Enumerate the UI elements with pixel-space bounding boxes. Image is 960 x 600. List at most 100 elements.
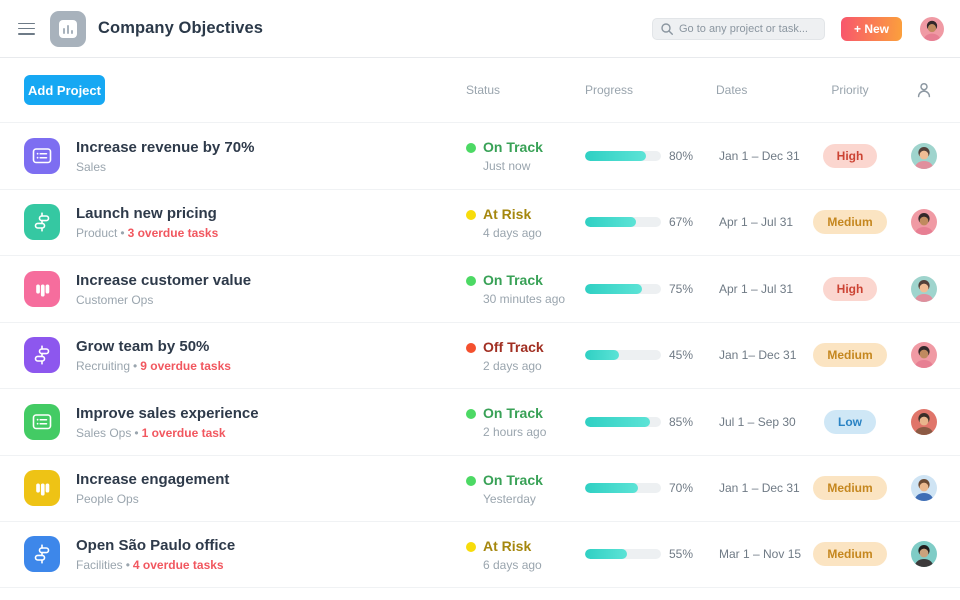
status-cell: At Risk 6 days ago bbox=[466, 537, 585, 572]
project-title[interactable]: Increase engagement bbox=[76, 471, 230, 489]
subtitle-separator: • bbox=[134, 425, 139, 440]
table-row[interactable]: Increase revenue by 70% Sales• On Track … bbox=[0, 122, 960, 189]
owner-avatar bbox=[911, 342, 937, 369]
status-label: On Track bbox=[483, 139, 543, 156]
status-updated: 30 minutes ago bbox=[483, 292, 566, 307]
project-title[interactable]: Improve sales experience bbox=[76, 404, 259, 422]
page-title: Company Objectives bbox=[98, 19, 264, 37]
dates-cell: Jan 1 – Dec 31 bbox=[719, 148, 800, 163]
subtitle-separator: • bbox=[133, 359, 138, 374]
column-header-owner-icon bbox=[917, 82, 931, 98]
priority-cell: Low bbox=[812, 409, 888, 434]
progress-bar bbox=[585, 283, 661, 294]
status-cell: On Track 2 hours ago bbox=[466, 404, 585, 439]
column-header-priority: Priority bbox=[831, 83, 869, 97]
search-input[interactable] bbox=[651, 17, 825, 40]
priority-cell: Medium bbox=[812, 476, 888, 501]
progress-bar bbox=[585, 350, 661, 361]
status-label: At Risk bbox=[483, 537, 532, 554]
table-row[interactable]: Increase customer value Customer Ops• On… bbox=[0, 255, 960, 322]
status-dot-icon bbox=[466, 342, 476, 353]
progress-percent: 55% bbox=[669, 547, 694, 562]
status-updated: 6 days ago bbox=[483, 557, 542, 572]
column-header-status: Status bbox=[466, 83, 501, 97]
timeline-icon bbox=[34, 544, 50, 564]
project-subtitle: Sales• bbox=[76, 160, 254, 174]
dates-cell: Mar 1 – Nov 15 bbox=[719, 547, 802, 562]
progress-bar-fill bbox=[585, 483, 639, 494]
progress-bar-fill bbox=[585, 549, 627, 560]
status-cell: On Track Just now bbox=[466, 138, 585, 173]
progress-bar-fill bbox=[585, 416, 650, 427]
column-header-dates: Dates bbox=[716, 83, 748, 97]
status-label: On Track bbox=[483, 272, 543, 289]
priority-badge: High bbox=[822, 143, 878, 168]
project-title[interactable]: Grow team by 50% bbox=[76, 338, 210, 356]
status-dot-icon bbox=[466, 409, 476, 420]
priority-badge: High bbox=[822, 276, 878, 301]
status-cell: At Risk 4 days ago bbox=[466, 205, 585, 240]
column-header-progress: Progress bbox=[585, 83, 634, 97]
status-updated: 2 hours ago bbox=[483, 425, 547, 440]
project-icon bbox=[24, 470, 60, 507]
priority-cell: Medium bbox=[812, 210, 888, 235]
dates-cell: Apr 1 – Jul 31 bbox=[719, 281, 794, 296]
status-cell: Off Track 2 days ago bbox=[466, 338, 585, 373]
subtitle-separator: • bbox=[120, 226, 125, 241]
status-dot-icon bbox=[466, 209, 476, 220]
project-icon bbox=[24, 204, 60, 241]
progress-bar bbox=[585, 217, 661, 228]
progress-cell: 85% bbox=[585, 415, 716, 429]
priority-cell: High bbox=[812, 143, 888, 168]
progress-bar bbox=[585, 416, 661, 427]
table-row[interactable]: Open São Paulo office Facilities • 4 overd… bbox=[0, 521, 960, 588]
list-icon bbox=[32, 147, 52, 164]
status-label: At Risk bbox=[483, 205, 532, 222]
table-row[interactable]: Launch new pricing Product • 3 overdue tas… bbox=[0, 188, 960, 255]
status-dot-icon bbox=[466, 276, 476, 287]
priority-cell: High bbox=[812, 276, 888, 301]
priority-badge: Low bbox=[824, 409, 876, 434]
status-dot-icon bbox=[466, 541, 476, 552]
table-row[interactable]: Improve sales experience Sales Ops • 1 ove… bbox=[0, 388, 960, 455]
progress-percent: 67% bbox=[669, 215, 694, 230]
project-title[interactable]: Launch new pricing bbox=[76, 205, 217, 223]
user-avatar[interactable] bbox=[920, 16, 944, 41]
table-header-row: Add Project Status Progress Dates Priori… bbox=[0, 58, 960, 122]
progress-bar bbox=[585, 150, 661, 161]
dates-cell: Jan 1 – Dec 31 bbox=[719, 481, 800, 496]
board-icon bbox=[36, 284, 50, 297]
subtitle-separator: • bbox=[125, 558, 130, 573]
owner-avatar bbox=[911, 209, 937, 236]
project-team: Customer Ops bbox=[76, 292, 154, 307]
table-row[interactable]: Grow team by 50% Recruiting • 9 overdue ta… bbox=[0, 321, 960, 388]
project-subtitle: Customer Ops• bbox=[76, 293, 251, 307]
table-row[interactable]: Increase engagement People Ops• On Track… bbox=[0, 454, 960, 521]
priority-cell: Medium bbox=[812, 343, 888, 368]
progress-percent: 80% bbox=[669, 148, 694, 163]
priority-cell: Medium bbox=[812, 542, 888, 567]
project-icon bbox=[24, 270, 60, 307]
project-title[interactable]: Open São Paulo office bbox=[76, 537, 236, 555]
progress-bar bbox=[585, 483, 661, 494]
project-title[interactable]: Increase customer value bbox=[76, 271, 252, 289]
new-button[interactable]: + New bbox=[840, 16, 902, 41]
progress-cell: 67% bbox=[585, 215, 716, 229]
add-project-button[interactable]: Add Project bbox=[24, 75, 105, 105]
dates-cell: Jan 1– Dec 31 bbox=[719, 348, 797, 363]
progress-percent: 75% bbox=[669, 281, 694, 296]
status-label: On Track bbox=[483, 471, 543, 488]
progress-percent: 85% bbox=[669, 414, 694, 429]
project-subtitle: Recruiting • 9 overdue tasks bbox=[76, 359, 231, 373]
project-icon bbox=[24, 337, 60, 374]
owner-avatar bbox=[911, 275, 937, 302]
progress-bar-fill bbox=[585, 283, 642, 294]
project-title[interactable]: Increase revenue by 70% bbox=[76, 138, 255, 156]
list-icon bbox=[32, 413, 52, 430]
project-team: Recruiting bbox=[76, 359, 131, 374]
progress-bar-fill bbox=[585, 150, 646, 161]
project-list: Increase revenue by 70% Sales• On Track … bbox=[0, 122, 960, 588]
project-subtitle: Product • 3 overdue tasks bbox=[76, 226, 218, 240]
project-subtitle: Sales Ops • 1 overdue task bbox=[76, 426, 259, 440]
hamburger-menu-icon[interactable] bbox=[18, 22, 35, 35]
